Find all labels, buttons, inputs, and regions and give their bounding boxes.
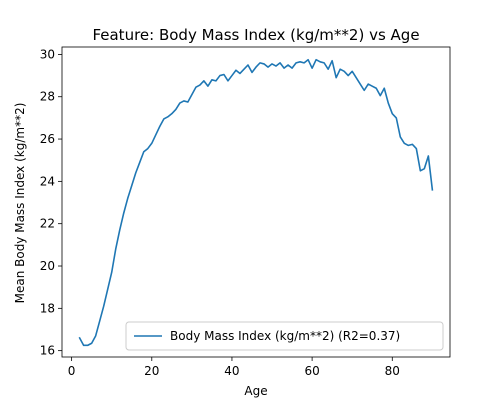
y-tick-label: 16 [40,344,55,358]
x-axis-label: Age [244,384,267,398]
x-tick-label: 80 [385,364,400,378]
x-tick-label: 60 [304,364,319,378]
y-axis-label: Mean Body Mass Index (kg/m**2) [13,103,27,304]
legend-box [125,321,444,351]
x-tick-label: 0 [68,364,76,378]
y-tick-label: 30 [40,47,55,61]
y-tick-label: 22 [40,217,55,231]
series-line-0 [78,58,434,347]
y-tick-label: 28 [40,90,55,104]
y-tick-label: 20 [40,259,55,273]
chart-title: Feature: Body Mass Index (kg/m**2) vs Ag… [92,26,419,44]
plot-area: 0 20 40 60 80 16 18 20 22 24 26 28 30 [40,46,451,378]
x-tick-label: 40 [224,364,239,378]
axes-frame [61,46,451,358]
x-tick-label: 20 [144,364,159,378]
y-tick-label: 18 [40,301,55,315]
y-tick-label: 26 [40,132,55,146]
legend: Body Mass Index (kg/m**2) (R2=0.37) [125,321,444,351]
legend-label: Body Mass Index (kg/m**2) (R2=0.37) [170,329,400,343]
y-tick-label: 24 [40,174,55,188]
